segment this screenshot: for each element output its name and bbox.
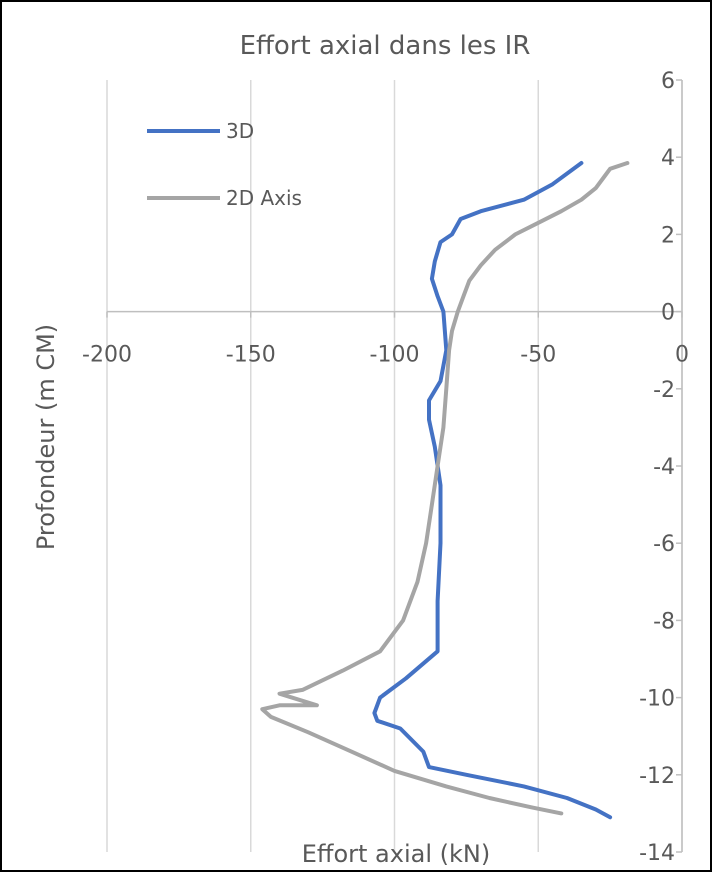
y-tick-label: -10 <box>639 687 675 712</box>
y-tick-label: -12 <box>639 764 675 789</box>
x-axis-title: Effort axial (kN) <box>302 840 490 868</box>
x-tick-label: -100 <box>370 343 420 368</box>
y-tick-label: 4 <box>661 146 675 171</box>
y-tick-label: 6 <box>661 69 675 94</box>
legend: 3D 2D Axis <box>147 119 302 210</box>
series-line-2d-axis <box>260 161 630 816</box>
x-tick-label: -150 <box>226 343 276 368</box>
y-tick-label: -14 <box>639 841 675 866</box>
legend-label-3d: 3D <box>226 119 254 143</box>
x-axis <box>106 79 683 853</box>
x-tick-label: -200 <box>82 343 132 368</box>
y-tick-label: -6 <box>653 532 675 557</box>
series-line-3d <box>372 161 613 820</box>
y-tick-label: -2 <box>653 378 675 403</box>
y-tick-label: -4 <box>653 455 675 480</box>
x-tick-label: 0 <box>675 343 689 368</box>
grid-lines <box>106 80 683 852</box>
legend-label-2d-axis: 2D Axis <box>226 186 302 210</box>
y-tick-label: 0 <box>661 301 675 326</box>
y-tick-label: -8 <box>653 609 675 634</box>
y-tick-label: 2 <box>661 223 675 248</box>
y-axis-title: Profondeur (m CM) <box>32 324 60 550</box>
chart-title: Effort axial dans les IR <box>240 31 531 61</box>
series-lines <box>260 161 630 820</box>
x-tick-label: -50 <box>520 343 556 368</box>
